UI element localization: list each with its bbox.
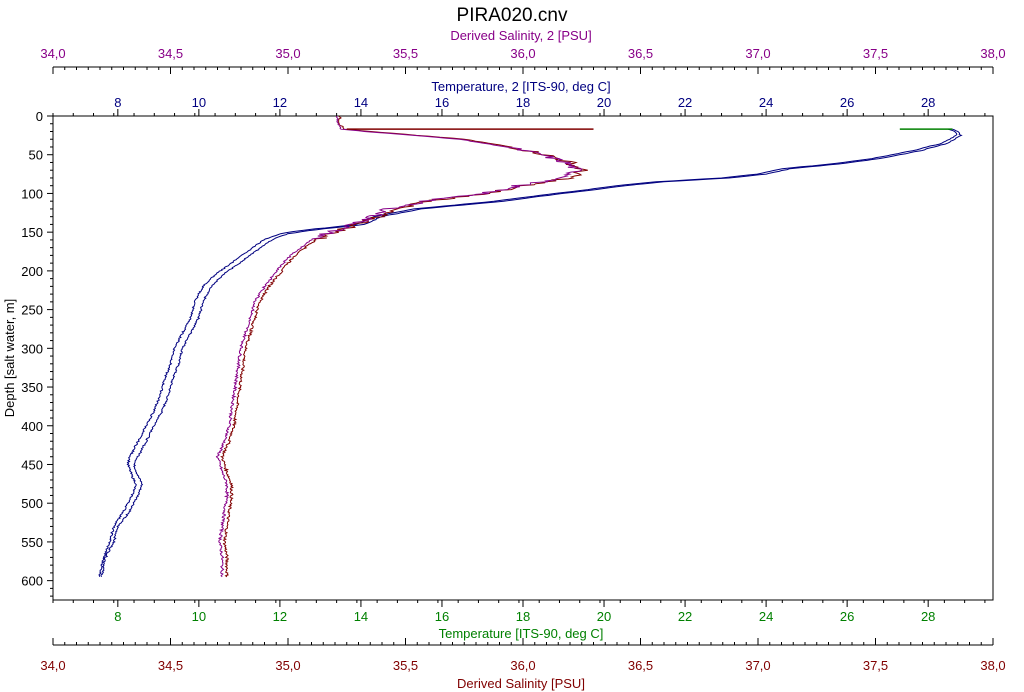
tick-label: 14	[354, 95, 368, 110]
tick-label: 18	[516, 95, 530, 110]
y-tick-label: 600	[21, 574, 43, 589]
tick-label: 16	[435, 95, 449, 110]
tick-label: 35,0	[275, 46, 300, 61]
chart-title: PIRA020.cnv	[457, 5, 568, 26]
tick-label: 34,0	[40, 46, 65, 61]
tick-label: 12	[273, 609, 287, 624]
axis-top-inner: Temperature, 2 [ITS-90, deg C] 8 10 12 14 16…	[52, 79, 986, 116]
y-tick-label: 350	[21, 380, 43, 395]
data-series	[98, 115, 963, 578]
y-tick-label: 400	[21, 419, 43, 434]
tick-label: 28	[921, 95, 935, 110]
y-tick-label: 300	[21, 341, 43, 356]
axis-label-salinity: Derived Salinity [PSU]	[457, 676, 585, 691]
axis-top-outer: Derived Salinity, 2 [PSU] 34,0 34,5 35,0 35…	[40, 28, 1006, 74]
tick-label: 16	[435, 609, 449, 624]
tick-label: 34,5	[158, 46, 183, 61]
tick-label: 24	[759, 609, 773, 624]
tick-label: 35,0	[275, 658, 300, 673]
tick-label: 20	[597, 609, 611, 624]
tick-label: 12	[273, 95, 287, 110]
tick-label: 22	[678, 609, 692, 624]
y-tick-label: 150	[21, 225, 43, 240]
tick-label: 26	[840, 95, 854, 110]
axis-y: Depth [salt water, m] 0 50 100 150 200 250 300…	[2, 109, 53, 597]
tick-label: 37,0	[745, 658, 770, 673]
tick-label: 36,0	[510, 658, 535, 673]
y-tick-label: 200	[21, 264, 43, 279]
tick-label: 36,0	[510, 46, 535, 61]
tick-label: 20	[597, 95, 611, 110]
tick-label: 35,5	[393, 658, 418, 673]
tick-label: 8	[114, 609, 121, 624]
y-tick-label: 0	[36, 109, 43, 124]
tick-label: 35,5	[393, 46, 418, 61]
tick-label: 26	[840, 609, 854, 624]
series-line-sal2	[215, 115, 583, 578]
plot-area	[52, 115, 994, 601]
tick-label: 18	[516, 609, 530, 624]
tick-label: 10	[192, 95, 206, 110]
tick-label: 34,0	[40, 658, 65, 673]
axis-label-temperature: Temperature [ITS-90, deg C]	[439, 626, 604, 641]
tick-label: 37,5	[863, 46, 888, 61]
tick-label: 36,5	[628, 46, 653, 61]
y-tick-label: 550	[21, 535, 43, 550]
plot-frame	[52, 115, 994, 601]
tick-label: 37,5	[863, 658, 888, 673]
series-line-temp	[100, 128, 963, 578]
tick-label: 38,0	[980, 46, 1005, 61]
tick-label: 28	[921, 609, 935, 624]
y-tick-label: 450	[21, 457, 43, 472]
y-tick-label: 50	[29, 148, 43, 163]
axis-label-depth: Depth [salt water, m]	[2, 299, 17, 418]
axis-label-temperature-2: Temperature, 2 [ITS-90, deg C]	[431, 79, 610, 94]
axis-bottom-inner: Temperature [ITS-90, deg C] 8 10 12 14 16 18 2…	[52, 600, 986, 641]
tick-label: 22	[678, 95, 692, 110]
y-tick-label: 100	[21, 186, 43, 201]
y-tick-label: 250	[21, 303, 43, 318]
tick-label: 34,5	[158, 658, 183, 673]
tick-label: 10	[192, 609, 206, 624]
tick-label: 24	[759, 95, 773, 110]
axis-label-salinity-2: Derived Salinity, 2 [PSU]	[450, 28, 591, 43]
tick-label: 14	[354, 609, 368, 624]
tick-label: 37,0	[745, 46, 770, 61]
tick-label: 38,0	[980, 658, 1005, 673]
series-line-temp2	[98, 128, 958, 577]
y-tick-label: 500	[21, 496, 43, 511]
tick-label: 8	[114, 95, 121, 110]
tick-label: 36,5	[628, 658, 653, 673]
axis-bottom-outer: Derived Salinity [PSU] 34,0 34,5 35,0 35,5 3…	[40, 638, 1006, 691]
